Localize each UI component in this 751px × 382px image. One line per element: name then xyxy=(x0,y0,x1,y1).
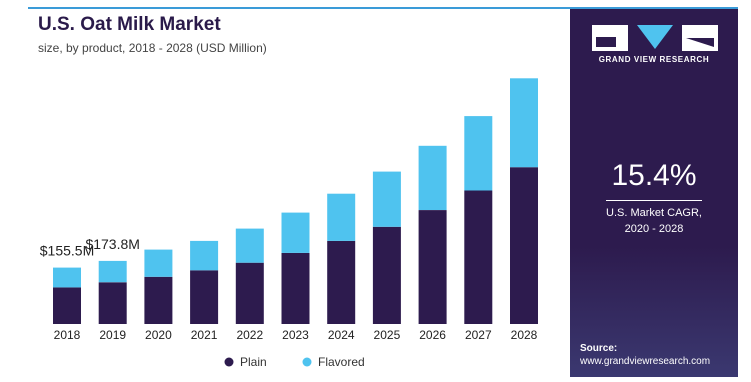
x-tick-label: 2028 xyxy=(511,328,538,342)
bar-flavored-2018 xyxy=(53,267,81,288)
bar-flavored-2028 xyxy=(510,78,538,168)
bar-plain-2023 xyxy=(281,252,310,324)
side-panel-glow xyxy=(570,247,738,377)
bar-flavored-2021 xyxy=(190,240,219,271)
bar-plain-2021 xyxy=(190,270,219,324)
legend-label-plain: Plain xyxy=(240,355,267,369)
bar-flavored-2019 xyxy=(98,260,127,283)
bar-plain-2027 xyxy=(464,190,493,324)
bar-flavored-2020 xyxy=(144,249,173,277)
bar-flavored-2023 xyxy=(281,212,310,253)
chart-title: U.S. Oat Milk Market xyxy=(38,14,221,35)
brand-name: GRAND VIEW RESEARCH xyxy=(598,55,710,64)
cagr-period: 2020 - 2028 xyxy=(624,223,684,235)
top-accent-line xyxy=(28,7,738,9)
x-tick-label: 2018 xyxy=(54,328,81,342)
bar-flavored-2024 xyxy=(327,193,356,241)
bars-group xyxy=(53,78,538,324)
bar-flavored-2022 xyxy=(235,228,264,263)
x-axis-ticks: 2018 2019 2020 2021 2022 2023 2024 2025 2026 2027… xyxy=(54,328,538,342)
data-label-2019: $173.8M xyxy=(85,236,139,252)
data-label-2018: $155.5M xyxy=(40,243,94,259)
x-tick-label: 2021 xyxy=(191,328,218,342)
cagr-value: 15.4% xyxy=(611,159,697,192)
x-tick-label: 2020 xyxy=(145,328,172,342)
bar-plain-2028 xyxy=(510,167,538,324)
legend: Plain Flavored xyxy=(224,355,365,369)
chart-subtitle: size, by product, 2018 - 2028 (USD Milli… xyxy=(38,41,267,55)
bar-plain-2020 xyxy=(144,276,173,324)
source-label: Source: xyxy=(580,343,618,354)
bar-flavored-2027 xyxy=(464,116,493,191)
legend-label-flavored: Flavored xyxy=(318,355,365,369)
legend-marker-flavored xyxy=(302,357,312,367)
bar-plain-2025 xyxy=(372,226,401,324)
grand-view-research-logo-icon xyxy=(592,25,718,51)
cagr-label: U.S. Market CAGR, xyxy=(606,207,702,219)
bar-plain-2018 xyxy=(53,287,81,324)
side-panel: GRAND VIEW RESEARCH 15.4% U.S. Market CA… xyxy=(570,9,738,377)
x-tick-label: 2024 xyxy=(328,328,355,342)
x-tick-label: 2023 xyxy=(282,328,309,342)
source-url: www.grandviewresearch.com xyxy=(580,356,711,367)
bar-plain-2026 xyxy=(418,210,447,324)
annotations-group: $155.5M$173.8M xyxy=(40,236,140,259)
legend-marker-plain xyxy=(224,357,234,367)
bar-plain-2024 xyxy=(327,240,356,324)
bar-plain-2019 xyxy=(98,282,127,324)
x-tick-label: 2026 xyxy=(419,328,446,342)
bar-flavored-2026 xyxy=(418,145,447,210)
x-tick-label: 2022 xyxy=(236,328,263,342)
bar-plain-2022 xyxy=(235,262,264,324)
bar-flavored-2025 xyxy=(372,171,401,227)
x-tick-label: 2025 xyxy=(374,328,401,342)
x-tick-label: 2027 xyxy=(465,328,492,342)
cagr-divider xyxy=(606,200,702,201)
stacked-bar-chart: $155.5M$173.8M 2018 2019 2020 2021 2022 2023 2… xyxy=(40,78,538,369)
x-tick-label: 2019 xyxy=(99,328,126,342)
